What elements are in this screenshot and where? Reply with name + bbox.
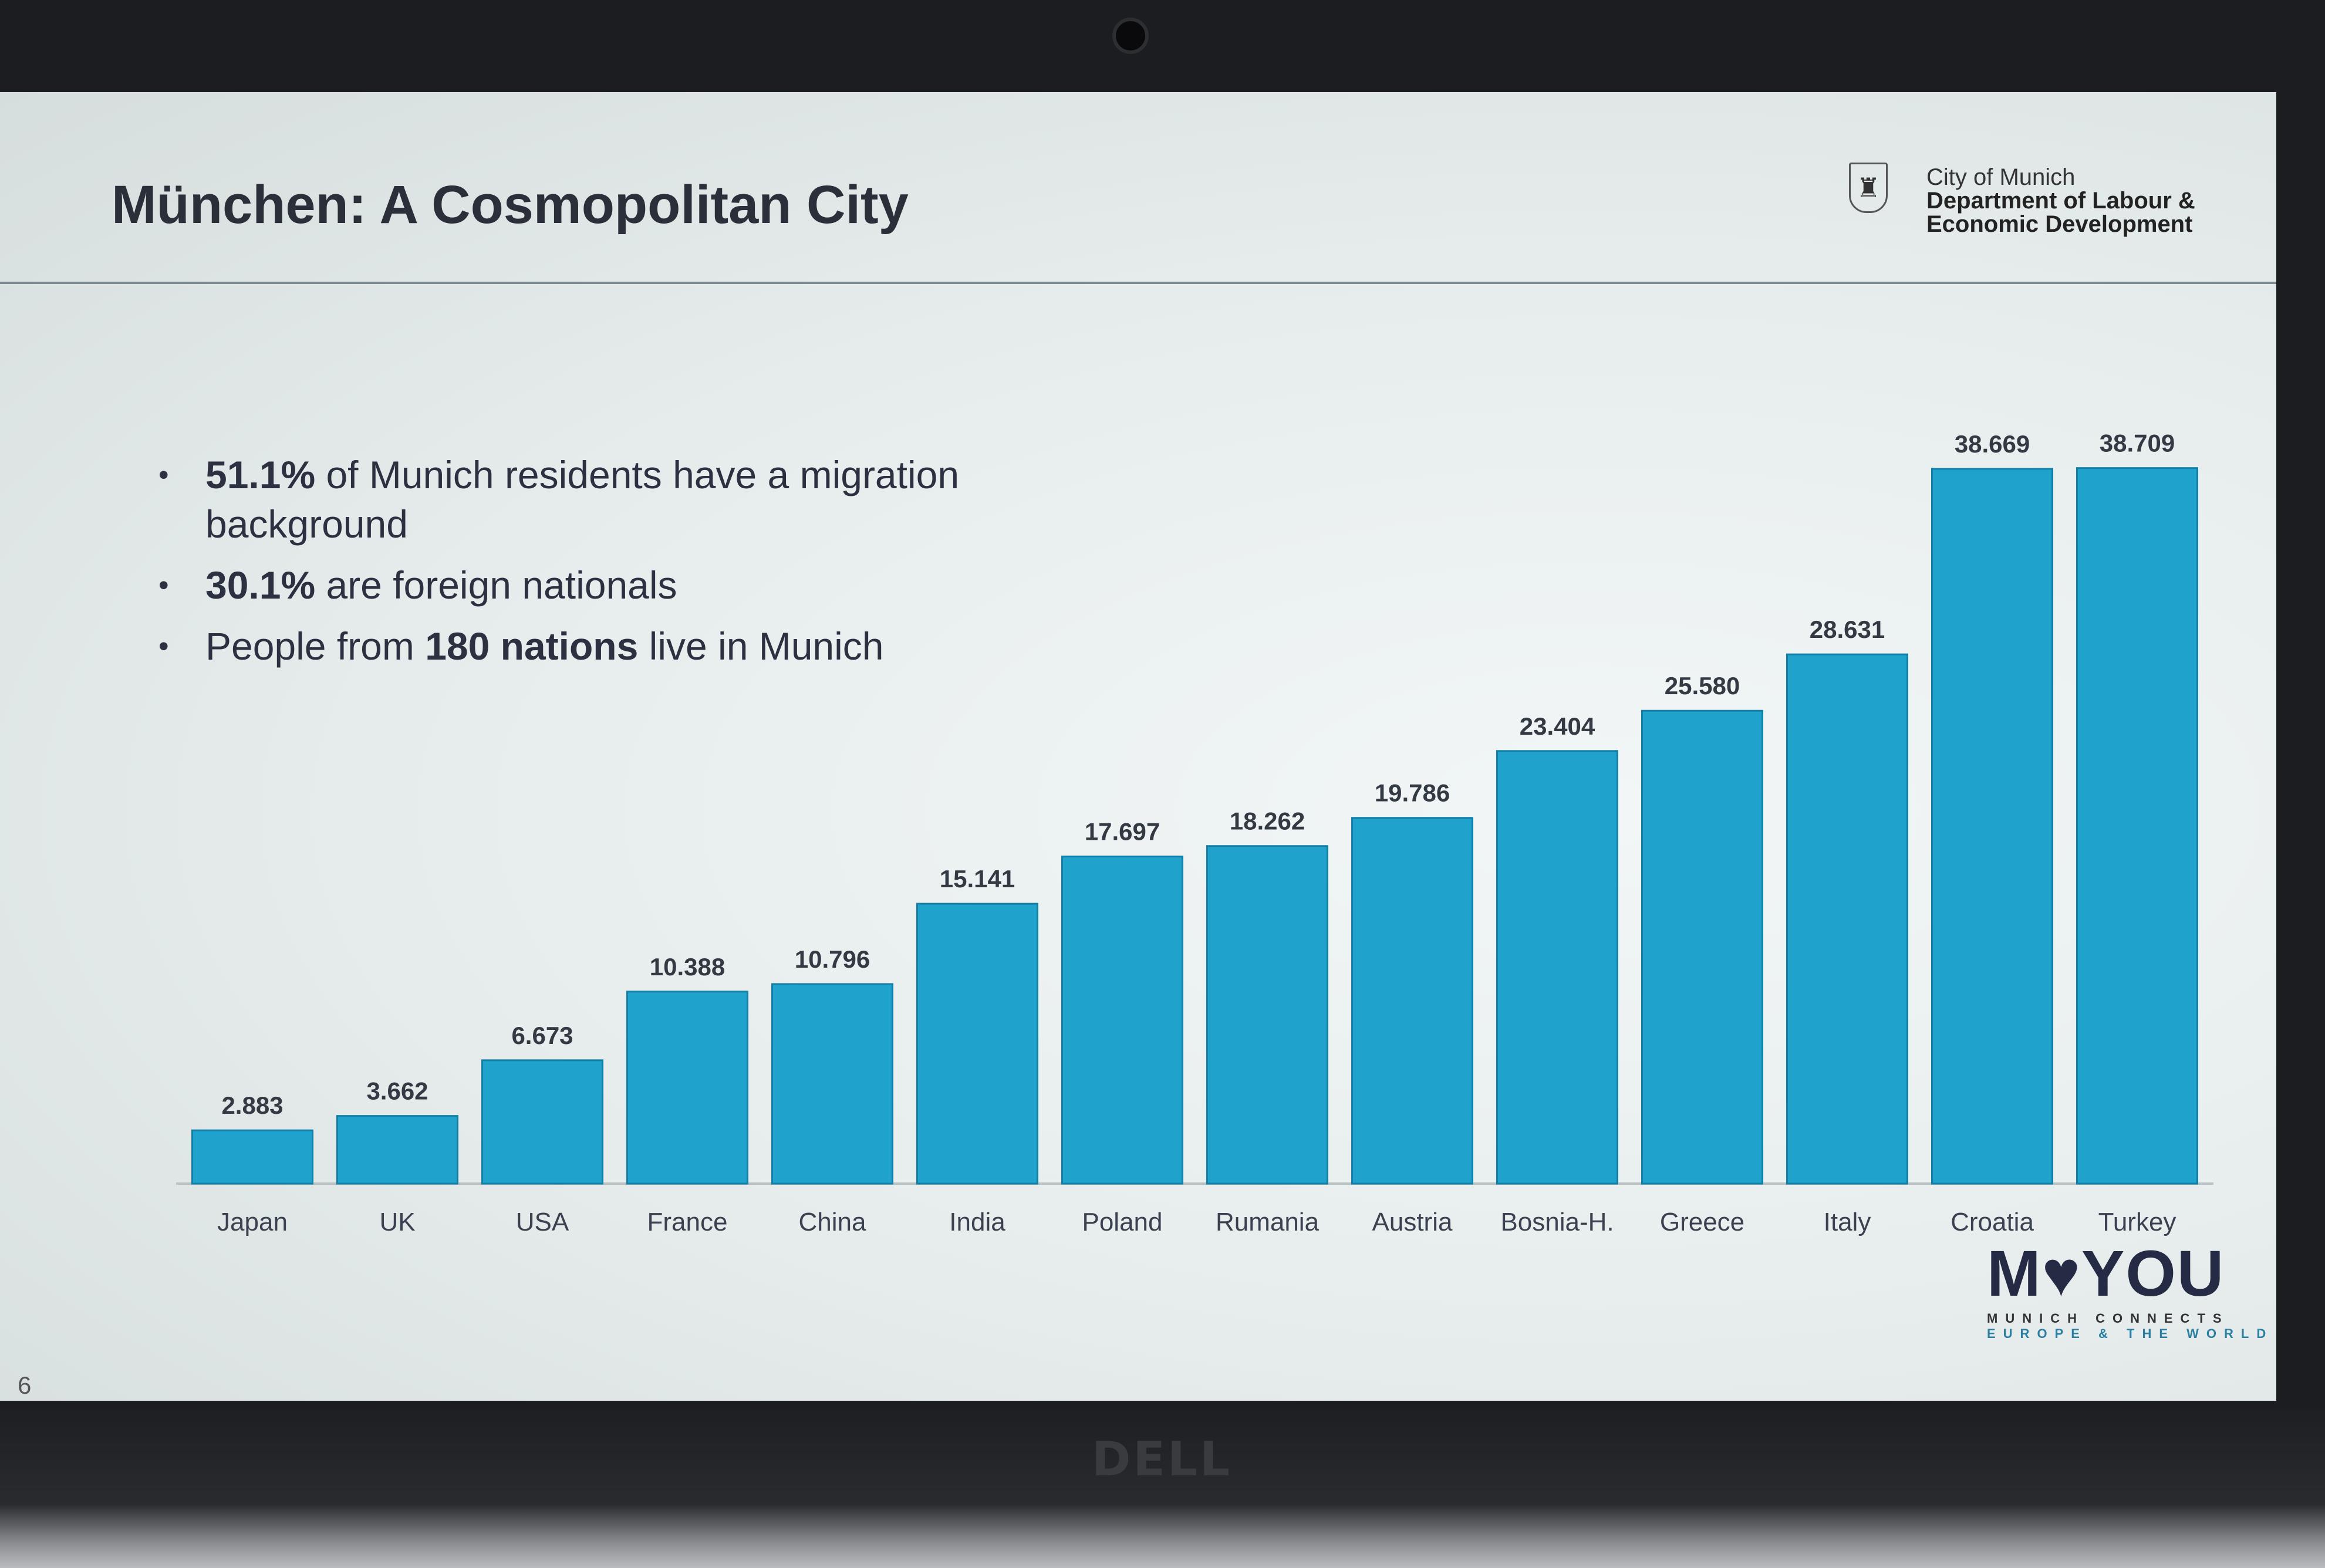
value-label: 3.662 xyxy=(366,1077,428,1105)
category-label: Austria xyxy=(1372,1208,1453,1236)
m-loves-you-logo: M♥YOU MUNICH CONNECTS EUROPE & THE WORLD xyxy=(1987,1236,2273,1341)
value-label: 19.786 xyxy=(1375,779,1450,807)
value-label: 38.709 xyxy=(2100,430,2175,457)
bar-uk xyxy=(336,1115,458,1185)
bar-france xyxy=(626,991,748,1185)
logo-sub-2: EUROPE & THE WORLD xyxy=(1987,1326,2274,1341)
page-number: 6 xyxy=(18,1371,32,1399)
dell-logo: DELL xyxy=(1092,1432,1233,1486)
org-line-3: Economic Development xyxy=(1926,211,2193,237)
value-label: 23.404 xyxy=(1520,712,1595,740)
category-label: France xyxy=(647,1208,728,1236)
bar-china xyxy=(771,983,893,1185)
organization-label: City of Munich Department of Labour & Ec… xyxy=(1926,165,2195,236)
slide-title: München: A Cosmopolitan City xyxy=(112,175,909,235)
webcam xyxy=(1112,18,1149,54)
bullet-item: 51.1% of Munich residents have a migrati… xyxy=(158,450,1074,549)
bullet-bold: 180 nations xyxy=(425,624,639,668)
bullet-bold: 51.1% xyxy=(205,453,316,496)
category-label: Greece xyxy=(1660,1208,1744,1236)
bar-chart: 2.883 Japan 3.662 UK 6.673 USA 10.388 France 10.… xyxy=(176,430,2213,1236)
value-label: 28.631 xyxy=(1810,616,1885,643)
bullet-text: live in Munich xyxy=(638,624,884,668)
bar-usa xyxy=(481,1059,603,1185)
category-label: Rumania xyxy=(1216,1208,1320,1236)
value-label: 10.388 xyxy=(650,953,725,981)
category-label: Turkey xyxy=(2098,1208,2176,1236)
bullet-item: 30.1% are foreign nationals xyxy=(158,560,1074,610)
bullet-list: 51.1% of Munich residents have a migrati… xyxy=(158,450,1074,682)
bar-japan xyxy=(191,1129,313,1185)
presentation-slide: München: A Cosmopolitan City ♜ City of M… xyxy=(0,92,2276,1401)
value-label: 18.262 xyxy=(1230,807,1305,835)
bullet-text: are foreign nationals xyxy=(315,563,677,607)
logo-sub-1: MUNICH CONNECTS xyxy=(1987,1311,2229,1326)
category-label: Italy xyxy=(1824,1208,1871,1236)
category-label: UK xyxy=(379,1208,415,1236)
value-label: 10.796 xyxy=(795,945,870,973)
category-label: Poland xyxy=(1082,1208,1162,1236)
bullet-bold: 30.1% xyxy=(205,563,316,607)
org-line-1: City of Munich xyxy=(1926,164,2076,190)
category-label: Bosnia-H. xyxy=(1500,1208,1614,1236)
logo-main: M♥YOU xyxy=(1987,1238,2225,1310)
bullet-text: People from xyxy=(205,624,426,668)
bullet-text: of Munich residents have a migration bac… xyxy=(205,453,960,546)
value-label: 38.669 xyxy=(1955,430,2030,458)
category-label: India xyxy=(949,1208,1005,1236)
bar-croatia xyxy=(1931,468,2053,1185)
value-label: 2.883 xyxy=(221,1091,283,1119)
category-label: Japan xyxy=(217,1208,288,1236)
header-divider xyxy=(0,282,2276,284)
bar-india xyxy=(916,903,1038,1185)
bar-poland xyxy=(1061,856,1183,1185)
bar-rumania xyxy=(1206,845,1328,1185)
laptop-bezel xyxy=(0,1408,2325,1568)
value-label: 17.697 xyxy=(1085,818,1160,846)
bar-austria xyxy=(1351,817,1473,1185)
category-label: USA xyxy=(516,1208,569,1236)
value-label: 25.580 xyxy=(1665,672,1740,699)
value-label: 6.673 xyxy=(511,1022,573,1049)
bar-turkey xyxy=(2076,467,2198,1185)
category-label: China xyxy=(799,1208,866,1236)
category-label: Croatia xyxy=(1951,1208,2034,1236)
bar-italy xyxy=(1786,653,1908,1185)
munich-crest-icon: ♜ xyxy=(1849,163,1888,213)
bar-bosniah xyxy=(1496,750,1618,1185)
bullet-item: People from 180 nations live in Munich xyxy=(158,621,1074,671)
org-line-2: Department of Labour & xyxy=(1926,188,2195,214)
bar-greece xyxy=(1641,709,1763,1185)
value-label: 15.141 xyxy=(940,865,1015,893)
